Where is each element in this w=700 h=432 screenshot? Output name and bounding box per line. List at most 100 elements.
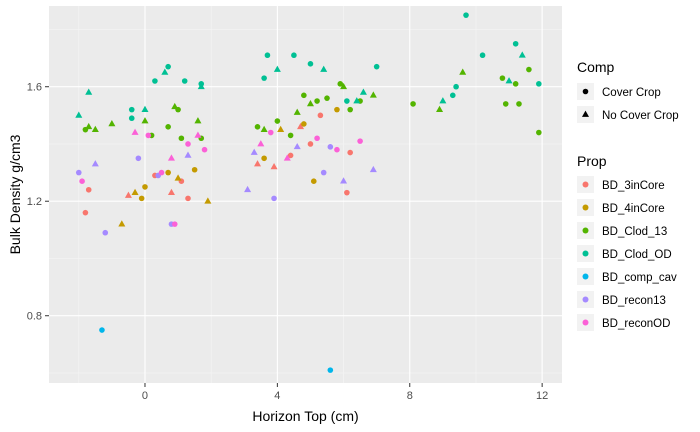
data-point bbox=[320, 65, 328, 72]
data-point bbox=[253, 160, 262, 167]
data-point bbox=[165, 169, 171, 176]
data-point bbox=[340, 82, 348, 90]
data-point bbox=[307, 61, 314, 67]
data-point bbox=[257, 140, 265, 147]
data-point bbox=[340, 177, 348, 184]
data-point bbox=[479, 52, 486, 59]
legend-label: BD_Clod_13 bbox=[602, 226, 667, 238]
data-point bbox=[337, 81, 344, 87]
y-tick-label: 1.6 bbox=[27, 82, 42, 94]
data-point bbox=[369, 91, 377, 98]
data-point bbox=[353, 97, 361, 104]
plot-panel bbox=[49, 6, 562, 383]
data-point bbox=[359, 88, 367, 95]
data-point bbox=[75, 111, 83, 118]
data-point bbox=[344, 189, 350, 196]
legend-label: BD_recon13 bbox=[602, 295, 666, 307]
data-point bbox=[357, 138, 363, 144]
legend-key-dot bbox=[582, 296, 589, 303]
data-point bbox=[135, 155, 142, 162]
data-point bbox=[91, 160, 99, 167]
data-point bbox=[369, 165, 377, 173]
data-point bbox=[131, 128, 139, 135]
legend-key-dot bbox=[582, 273, 589, 280]
data-point bbox=[158, 169, 165, 176]
data-point bbox=[277, 125, 285, 133]
data-point bbox=[191, 166, 198, 173]
legend: Comp Cover Crop No Cover Crop Prop BD_3inCor… bbox=[577, 59, 679, 331]
data-point bbox=[314, 135, 320, 142]
data-point bbox=[347, 149, 353, 156]
data-point bbox=[175, 106, 181, 113]
data-point bbox=[306, 99, 314, 107]
data-point bbox=[128, 115, 135, 122]
data-point bbox=[171, 221, 178, 227]
data-point bbox=[250, 148, 258, 155]
data-point bbox=[267, 129, 274, 136]
data-point bbox=[287, 152, 294, 159]
y-axis-title: Bulk Density g/cm3 bbox=[7, 134, 23, 254]
data-point bbox=[85, 186, 92, 193]
data-point bbox=[293, 142, 301, 150]
data-points bbox=[75, 12, 542, 373]
data-point bbox=[201, 146, 208, 153]
data-point bbox=[124, 191, 132, 198]
data-point bbox=[293, 108, 301, 115]
data-point bbox=[165, 63, 171, 70]
data-point bbox=[118, 220, 126, 227]
data-point bbox=[131, 188, 139, 195]
data-point bbox=[307, 141, 314, 147]
data-point bbox=[185, 141, 191, 147]
legend-label: Cover Crop bbox=[602, 87, 661, 99]
data-point bbox=[181, 78, 188, 84]
legend-title-comp: Comp bbox=[577, 59, 615, 75]
data-point bbox=[320, 169, 327, 176]
legend-key-dot bbox=[582, 227, 589, 234]
data-point bbox=[244, 185, 252, 193]
data-point bbox=[317, 112, 324, 119]
x-axis-title: Horizon Top (cm) bbox=[252, 408, 358, 424]
data-point bbox=[194, 131, 202, 138]
data-point bbox=[287, 132, 294, 139]
grid-major bbox=[49, 6, 562, 383]
data-point bbox=[145, 132, 152, 139]
y-tick-label: 1.2 bbox=[27, 196, 42, 208]
data-point bbox=[327, 367, 334, 373]
data-point bbox=[167, 188, 175, 195]
data-point bbox=[85, 122, 93, 130]
data-point bbox=[198, 81, 205, 87]
data-point bbox=[410, 101, 416, 107]
x-tick-label: 4 bbox=[274, 390, 280, 402]
data-point bbox=[79, 178, 85, 184]
data-point bbox=[344, 98, 350, 104]
data-point bbox=[512, 81, 519, 87]
legend-key-dot bbox=[582, 250, 589, 257]
data-point bbox=[334, 146, 340, 153]
data-point bbox=[254, 124, 261, 130]
data-point bbox=[291, 52, 297, 59]
data-point bbox=[194, 117, 202, 124]
data-point bbox=[85, 88, 93, 95]
data-point bbox=[347, 106, 353, 113]
legend-key-dot bbox=[582, 204, 589, 211]
legend-title-prop: Prop bbox=[577, 153, 607, 169]
data-point bbox=[314, 98, 320, 104]
data-point bbox=[185, 195, 191, 202]
legend-label: No Cover Crop bbox=[602, 110, 679, 122]
legend-key-dot bbox=[582, 319, 589, 326]
data-point bbox=[273, 65, 281, 72]
data-point bbox=[161, 68, 169, 75]
legend-label: BD_comp_cav bbox=[602, 272, 677, 284]
data-point bbox=[99, 327, 105, 333]
legend-key-circle bbox=[582, 88, 589, 95]
data-point bbox=[512, 40, 519, 47]
data-point bbox=[516, 101, 522, 107]
legend-label: BD_4inCore bbox=[602, 203, 665, 215]
data-point bbox=[301, 92, 307, 99]
data-point bbox=[327, 144, 334, 150]
data-point bbox=[436, 105, 444, 112]
data-point bbox=[459, 68, 467, 75]
data-point bbox=[536, 129, 542, 136]
data-point bbox=[334, 106, 340, 113]
